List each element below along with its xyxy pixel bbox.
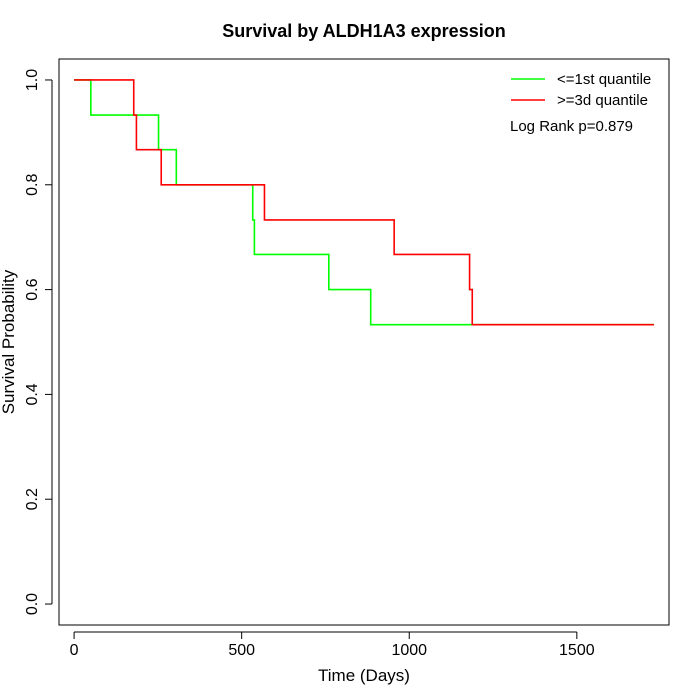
chart-title: Survival by ALDH1A3 expression: [222, 21, 505, 41]
series-lines: [74, 79, 654, 326]
x-tick-label: 1500: [559, 642, 595, 659]
y-tick-label: 0.8: [24, 174, 41, 196]
y-tick-label: 0.6: [24, 278, 41, 300]
series-line-low-quantile: [74, 79, 654, 326]
y-tick-label: 1.0: [24, 69, 41, 91]
y-tick-label: 0.4: [24, 383, 41, 405]
y-tick-label: 0.2: [24, 488, 41, 510]
x-axis: 0 500 1000 1500: [70, 631, 595, 659]
y-tick-label: 0.0: [24, 593, 41, 615]
plot-frame: [58, 58, 670, 626]
y-axis: 0.0 0.2 0.4 0.6 0.8 1.0: [24, 69, 53, 615]
legend-label-low: <=1st quantile: [557, 71, 651, 88]
x-tick-label: 500: [228, 642, 255, 659]
x-tick-label: 1000: [391, 642, 427, 659]
x-tick-label: 0: [70, 642, 79, 659]
legend: <=1st quantile >=3d quantile Log Rank p=…: [510, 71, 651, 135]
x-axis-label: Time (Days): [318, 666, 410, 685]
series-line-high-quantile: [74, 79, 654, 326]
legend-label-high: >=3d quantile: [557, 92, 648, 109]
log-rank-annotation: Log Rank p=0.879: [510, 118, 633, 135]
y-axis-label: Survival Probability: [0, 269, 18, 414]
